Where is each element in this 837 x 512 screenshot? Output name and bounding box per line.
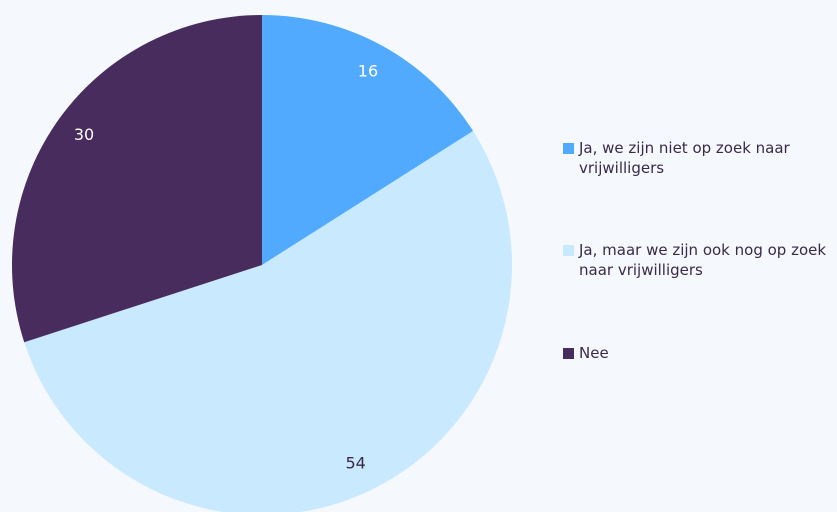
legend-item: Ja, we zijn niet op zoek naar vrijwillig… <box>563 138 837 178</box>
legend-swatch <box>563 143 574 154</box>
legend-label: Ja, maar we zijn ook nog op zoek naar vr… <box>579 241 827 279</box>
legend-item: Ja, maar we zijn ook nog op zoek naar vr… <box>563 240 837 280</box>
legend-label: Nee <box>579 344 609 362</box>
legend-swatch <box>563 348 574 359</box>
pie-slice <box>24 131 512 512</box>
pie-slice <box>262 15 474 265</box>
legend-label: Ja, we zijn niet op zoek naar vrijwillig… <box>579 139 790 177</box>
data-label: 54 <box>345 454 365 473</box>
data-label: 30 <box>74 125 94 144</box>
pie-slice <box>11 15 262 343</box>
legend-swatch <box>563 245 574 256</box>
legend-item: Nee <box>563 343 837 363</box>
data-label: 16 <box>358 62 378 81</box>
